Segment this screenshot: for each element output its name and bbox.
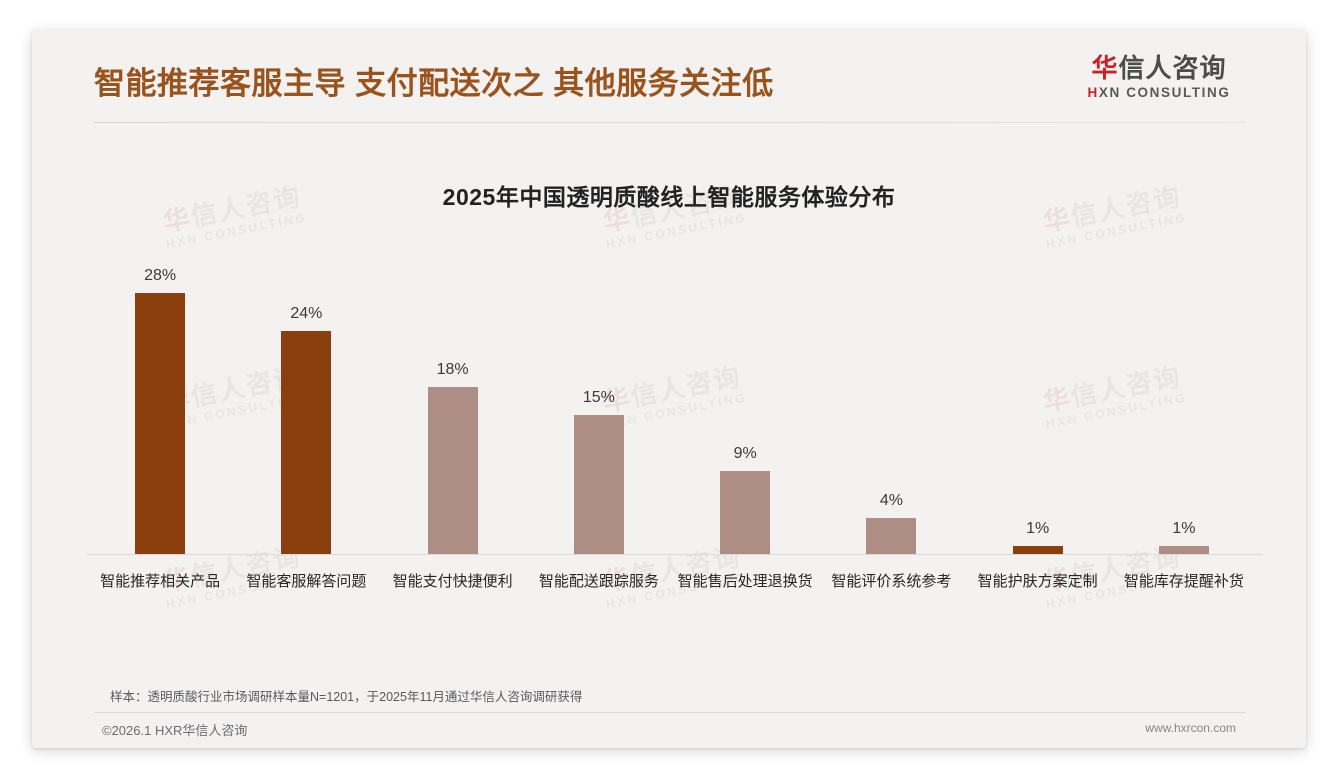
bar-value-label: 24% xyxy=(290,304,323,322)
brand-logo-cn-rest: 信人咨询 xyxy=(1118,53,1227,83)
page-title: 智能推荐客服主导 支付配送次之 其他服务关注低 xyxy=(94,66,774,101)
bar[interactable] xyxy=(281,330,332,555)
category-label: 智能售后处理退换货 xyxy=(677,573,813,590)
chart-title: 2025年中国透明质酸线上智能服务体验分布 xyxy=(442,184,896,210)
bar[interactable] xyxy=(135,293,186,555)
header-divider xyxy=(94,122,1246,123)
brand-logo-cn-accent: 华 xyxy=(1091,53,1119,83)
bar[interactable] xyxy=(1012,545,1063,555)
bar[interactable] xyxy=(720,470,771,555)
slide-card: 智能推荐客服主导 支付配送次之 其他服务关注低 华信人咨询 HXN CONSUL… xyxy=(32,30,1306,748)
bar-column: 18% xyxy=(380,245,526,555)
chart-footnote: 样本：透明质酸行业市场调研样本量N=1201，于2025年11月通过华信人咨询调… xyxy=(110,690,583,704)
category-label: 智能评价系统参考 xyxy=(831,573,952,590)
bar[interactable] xyxy=(573,414,624,555)
bar-value-label: 9% xyxy=(733,444,757,462)
bar-column: 9% xyxy=(672,245,818,555)
bar-column: 1% xyxy=(965,245,1111,555)
brand-logo-en-rest: XN CONSULTING xyxy=(1098,84,1231,100)
footer-website: www.hxrcon.com xyxy=(1145,721,1236,735)
bar-value-label: 1% xyxy=(1026,519,1050,537)
category-label: 智能护肤方案定制 xyxy=(977,573,1098,590)
bar[interactable] xyxy=(866,517,917,555)
category-label: 智能推荐相关产品 xyxy=(100,573,221,590)
bar-value-label: 15% xyxy=(582,388,615,406)
bar-chart-plot: 28% 24% 18% 15% 9% 4% 1% 1% xyxy=(87,245,1257,555)
slide-header: 智能推荐客服主导 支付配送次之 其他服务关注低 华信人咨询 HXN CONSUL… xyxy=(32,30,1306,123)
brand-logo-en-accent: H xyxy=(1087,84,1099,100)
bar-value-label: 4% xyxy=(879,491,903,509)
chart-baseline-axis xyxy=(87,554,1263,555)
bar-column: 15% xyxy=(526,245,672,555)
bar-column: 24% xyxy=(233,245,379,555)
footer-copyright: ©2026.1 HXR华信人咨询 xyxy=(102,723,248,738)
brand-logo-cn: 华信人咨询 xyxy=(1074,54,1244,83)
bar-column: 1% xyxy=(1111,245,1257,555)
bar-value-label: 18% xyxy=(436,360,469,378)
category-label: 智能客服解答问题 xyxy=(246,573,367,590)
bar-value-label: 1% xyxy=(1172,519,1196,537)
footer-divider xyxy=(94,712,1246,713)
category-label: 智能库存提醒补货 xyxy=(1123,573,1244,590)
bar[interactable] xyxy=(1158,545,1209,555)
brand-logo: 华信人咨询 HXN CONSULTING xyxy=(1074,54,1244,100)
category-label: 智能支付快捷便利 xyxy=(392,573,513,590)
brand-logo-en: HXN CONSULTING xyxy=(1074,85,1244,100)
bar[interactable] xyxy=(427,386,478,555)
bar-value-label: 28% xyxy=(144,267,177,285)
bar-column: 28% xyxy=(87,245,233,555)
bar-column: 4% xyxy=(818,245,964,555)
category-label: 智能配送跟踪服务 xyxy=(538,573,659,590)
